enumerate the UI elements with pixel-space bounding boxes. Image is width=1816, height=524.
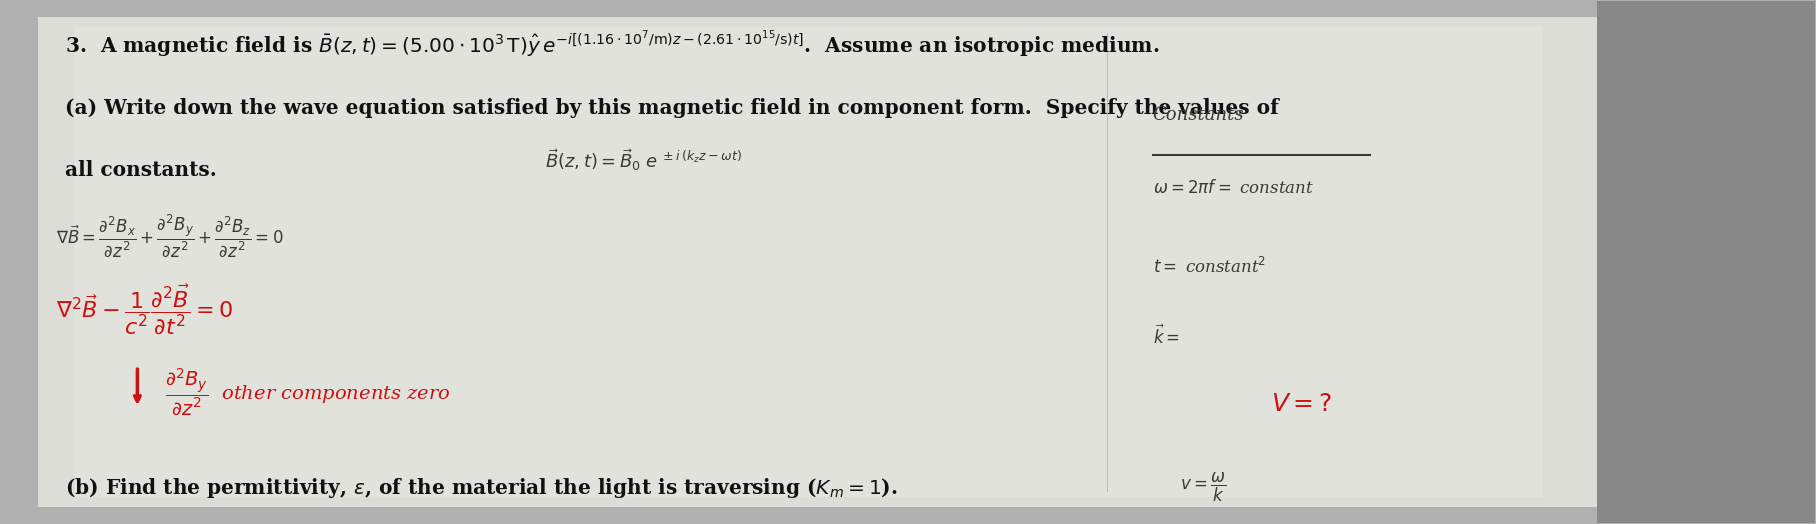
Text: (b) Find the permittivity, $\varepsilon$, of the material the light is traversin: (b) Find the permittivity, $\varepsilon$… — [65, 476, 897, 500]
FancyBboxPatch shape — [74, 27, 1542, 497]
FancyBboxPatch shape — [38, 17, 1596, 507]
FancyBboxPatch shape — [1596, 2, 1814, 522]
Text: $\dfrac{\partial^2 B_y}{\partial z^2}$  other components zero: $\dfrac{\partial^2 B_y}{\partial z^2}$ o… — [165, 366, 450, 417]
Text: 3.  A magnetic field is $\bar{B}(z, t) = \left(5.00\cdot10^3\,\mathrm{T}\right)\: 3. A magnetic field is $\bar{B}(z, t) = … — [65, 30, 1159, 60]
Text: $\nabla\vec{B} = \dfrac{\partial^2 B_x}{\partial z^2} + \dfrac{\partial^2 B_y}{\: $\nabla\vec{B} = \dfrac{\partial^2 B_x}{… — [56, 213, 283, 259]
Text: $\omega = 2\pi f =$ constant: $\omega = 2\pi f =$ constant — [1153, 179, 1313, 196]
Text: all constants.: all constants. — [65, 160, 216, 180]
Text: Constants: Constants — [1153, 106, 1244, 124]
Text: (a) Write down the wave equation satisfied by this magnetic field in component f: (a) Write down the wave equation satisfi… — [65, 98, 1278, 118]
Text: $\nabla^2\vec{B} - \dfrac{1}{c^2}\dfrac{\partial^2\vec{B}}{\partial t^2} = 0$: $\nabla^2\vec{B} - \dfrac{1}{c^2}\dfrac{… — [56, 283, 232, 337]
Text: $V = ?$: $V = ?$ — [1271, 392, 1331, 416]
Text: $v = \dfrac{\omega}{k}$: $v = \dfrac{\omega}{k}$ — [1180, 471, 1226, 504]
Text: $\vec{k} =$: $\vec{k} =$ — [1153, 324, 1180, 348]
Text: $\vec{B}(z,t) = \vec{B}_0\;e^{\;\pm i\,(k_z z - \omega t)}$: $\vec{B}(z,t) = \vec{B}_0\;e^{\;\pm i\,(… — [545, 147, 743, 173]
Text: $t =$ constant$^2$: $t =$ constant$^2$ — [1153, 257, 1266, 277]
